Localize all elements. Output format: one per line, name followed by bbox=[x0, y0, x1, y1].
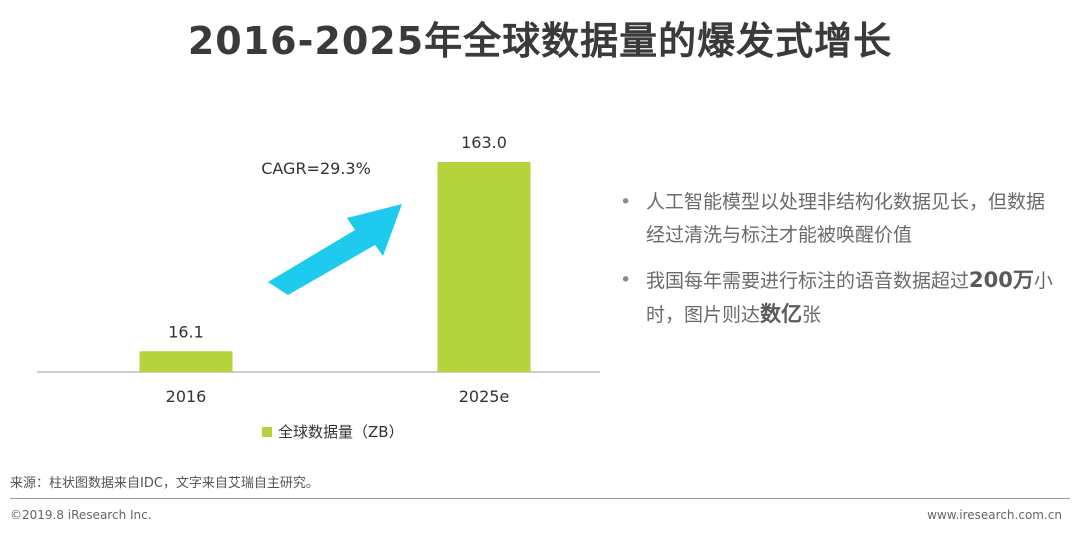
bar bbox=[139, 351, 233, 372]
bullet-item: • 人工智能模型以处理非结构化数据见长，但数据经过清洗与标注才能被唤醒价值 bbox=[620, 186, 1060, 252]
highlight-number: 200万 bbox=[969, 268, 1034, 292]
growth-arrow-icon bbox=[268, 204, 402, 295]
page-title: 2016-2025年全球数据量的爆发式增长 bbox=[187, 19, 893, 63]
bullet-text: 我国每年需要进行标注的语音数据超过200万小时，图片则达数亿张 bbox=[646, 268, 1053, 326]
source-note: 来源：柱状图数据来自IDC，文字来自艾瑞自主研究。 bbox=[10, 476, 319, 491]
cagr-annotation: CAGR=29.3% bbox=[261, 159, 371, 178]
bullet-list: • 人工智能模型以处理非结构化数据见长，但数据经过清洗与标注才能被唤醒价值 • … bbox=[620, 186, 1060, 344]
x-tick-label: 2025e bbox=[459, 387, 510, 406]
x-tick-label: 2016 bbox=[166, 387, 207, 406]
highlight-number: 数亿 bbox=[760, 302, 803, 326]
bullet-dot-icon: • bbox=[620, 191, 632, 213]
footer-divider bbox=[10, 498, 1070, 499]
bar bbox=[437, 162, 531, 372]
copyright: ©2019.8 iResearch Inc. bbox=[10, 508, 152, 522]
data-label: 16.1 bbox=[168, 322, 204, 341]
website-url: www.iresearch.com.cn bbox=[927, 508, 1062, 522]
bullet-item: • 我国每年需要进行标注的语音数据超过200万小时，图片则达数亿张 bbox=[620, 264, 1060, 332]
legend-swatch bbox=[262, 427, 272, 437]
legend-label: 全球数据量（ZB） bbox=[278, 423, 404, 441]
bullet-text: 人工智能模型以处理非结构化数据见长，但数据经过清洗与标注才能被唤醒价值 bbox=[646, 191, 1046, 246]
bar-chart: 16.1 2016 163.0 2025e CAGR=29.3% 全球数据量（ZB） bbox=[37, 133, 600, 441]
data-label: 163.0 bbox=[461, 133, 507, 152]
bullet-dot-icon: • bbox=[620, 269, 632, 291]
